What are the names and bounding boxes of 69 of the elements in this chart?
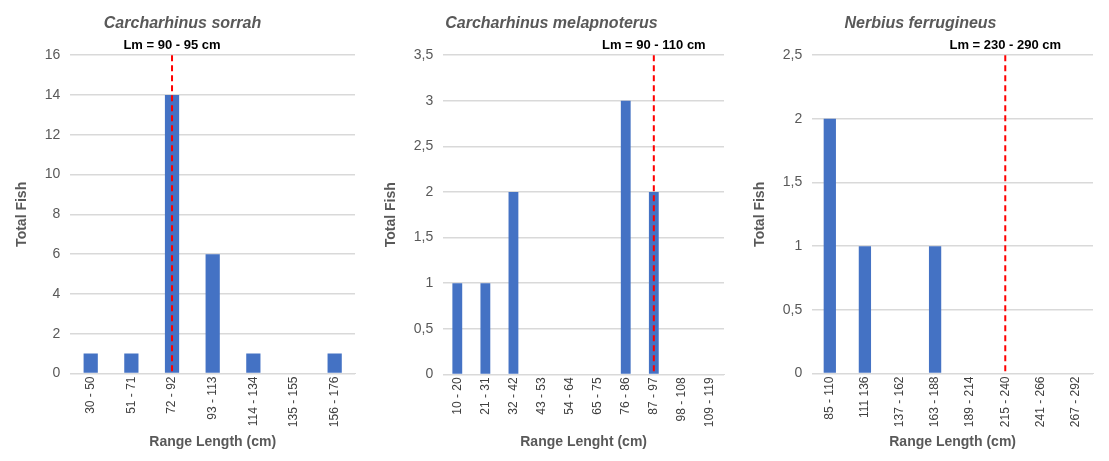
x-tick-label: 65 - 75	[589, 377, 604, 415]
chart-title: Nerbius ferrugineus	[844, 14, 997, 32]
x-tick-label: 267 - 292	[1067, 376, 1082, 428]
y-tick-label: 2	[794, 109, 803, 126]
y-axis-title: Total Fish	[382, 182, 399, 248]
x-tick-label: 54 - 64	[561, 377, 576, 415]
x-tick-label: 76 - 86	[618, 377, 633, 415]
ref-line-label: Lm = 90 - 110 cm	[601, 37, 706, 53]
bar	[83, 353, 98, 373]
x-tick-label: 241 - 266	[1032, 376, 1047, 428]
y-tick-label: 2,5	[782, 46, 803, 63]
y-tick-label: 2	[425, 182, 434, 199]
y-tick-label: 2	[52, 324, 61, 341]
y-tick-label: 2,5	[413, 137, 434, 154]
x-axis-title: Range Length (cm)	[149, 433, 277, 450]
y-tick-label: 6	[52, 244, 61, 261]
x-tick-label: 135 - 155	[286, 376, 301, 428]
bar	[452, 283, 463, 374]
x-tick-label: 10 - 20	[449, 377, 464, 415]
y-tick-label: 0	[52, 364, 61, 381]
x-tick-label: 32 - 42	[505, 377, 520, 415]
x-tick-label: 85 - 110	[822, 376, 837, 420]
bar	[327, 353, 342, 373]
y-tick-label: 3,5	[413, 46, 434, 63]
y-tick-label: 14	[44, 85, 61, 102]
x-tick-label: 114 - 134	[245, 376, 260, 427]
chart-title: Carcharhinus melapnoterus	[445, 14, 658, 32]
y-tick-label: 1	[425, 274, 434, 291]
x-tick-label: 72 - 92	[164, 376, 179, 414]
x-tick-label: 51 - 71	[123, 376, 138, 414]
x-tick-label: 163 - 188	[927, 376, 942, 428]
y-tick-label: 0	[794, 364, 803, 381]
chart-title: Carcharhinus sorrah	[103, 14, 262, 32]
bar	[480, 283, 491, 374]
y-tick-label: 4	[52, 284, 61, 301]
x-tick-label: 111 136	[857, 376, 872, 419]
x-tick-label: 109 - 119	[702, 377, 717, 428]
y-tick-label: 1,5	[782, 173, 803, 190]
y-tick-label: 12	[44, 125, 61, 142]
y-axis-title: Total Fish	[751, 181, 768, 247]
x-tick-label: 30 - 50	[83, 376, 98, 414]
bar	[620, 100, 631, 374]
x-tick-label: 87 - 97	[646, 377, 661, 415]
bar	[508, 191, 519, 374]
bar	[246, 353, 261, 373]
y-tick-label: 0,5	[413, 319, 434, 336]
x-axis-title: Range Length (cm)	[889, 433, 1017, 450]
y-tick-label: 1	[794, 237, 803, 254]
x-tick-label: 189 - 214	[962, 376, 977, 428]
x-tick-label: 137 - 162	[892, 376, 907, 428]
y-tick-label: 10	[44, 165, 61, 182]
y-tick-label: 8	[52, 205, 61, 222]
x-tick-label: 21 - 31	[477, 377, 492, 415]
x-tick-label: 43 - 53	[533, 377, 548, 415]
y-tick-label: 1,5	[413, 228, 434, 245]
ref-line-label: Lm = 90 - 95 cm	[123, 37, 221, 53]
x-tick-label: 93 - 113	[205, 376, 219, 420]
bar	[205, 254, 220, 373]
x-tick-label: 156 - 176	[326, 376, 341, 428]
bar	[124, 353, 139, 373]
y-tick-label: 0,5	[782, 300, 803, 317]
x-axis-title: Range Lenght (cm)	[520, 433, 648, 450]
ref-line-label: Lm = 230 - 290 cm	[949, 37, 1062, 53]
x-tick-label: 98 - 108	[674, 377, 689, 422]
x-tick-label: 215 - 240	[997, 376, 1012, 428]
y-tick-label: 16	[44, 46, 61, 63]
y-tick-label: 3	[425, 91, 434, 108]
y-axis-title: Total Fish	[13, 181, 30, 247]
y-tick-label: 0	[425, 365, 434, 382]
